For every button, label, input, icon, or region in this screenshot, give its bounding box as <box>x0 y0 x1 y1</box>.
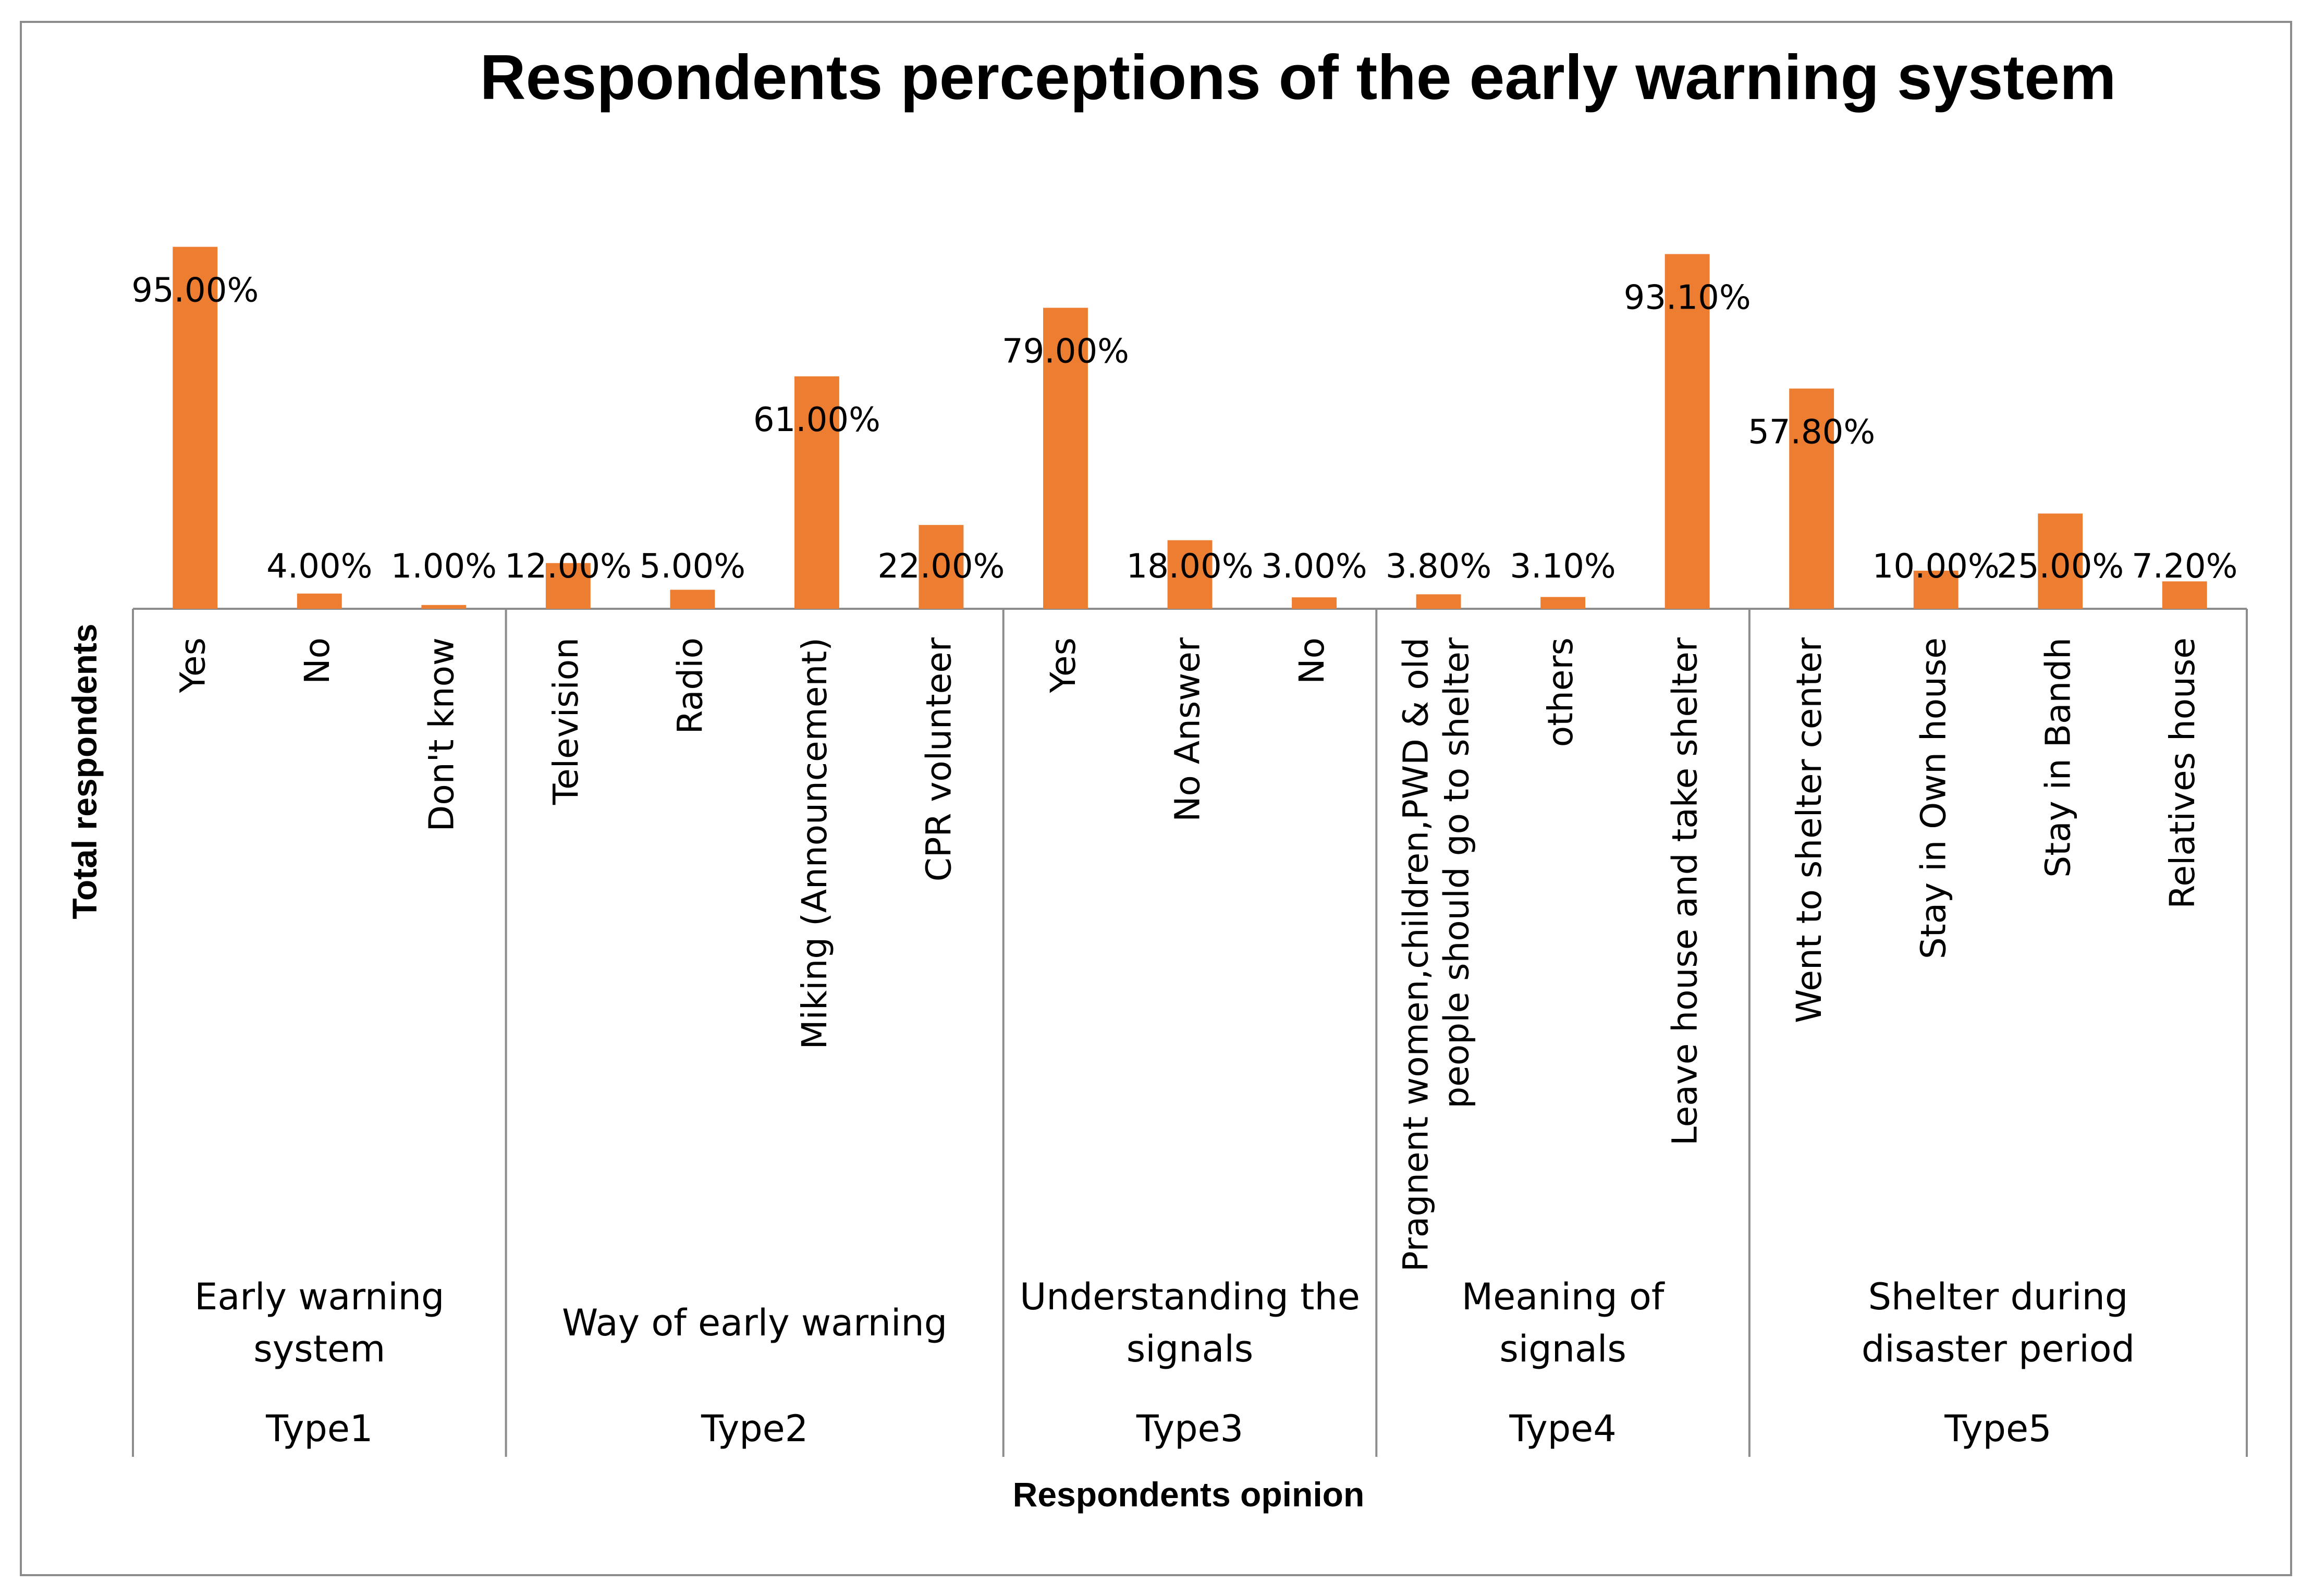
chart-title: Respondents perceptions of the early war… <box>480 42 2116 113</box>
data-label: 18.00% <box>1126 547 1253 586</box>
group-label: signals <box>1127 1328 1254 1370</box>
category-label: Stay in Bandh <box>2038 637 2078 878</box>
category-label: No <box>297 637 337 684</box>
data-label: 3.10% <box>1510 547 1616 586</box>
category-label: Yes <box>1043 637 1083 694</box>
data-label: 3.80% <box>1386 547 1491 586</box>
category-label: people should go to shelter <box>1437 637 1477 1108</box>
category-label: Yes <box>173 637 213 694</box>
data-label: 5.00% <box>640 547 745 586</box>
category-label: Television <box>546 637 586 805</box>
category-label: Don't know <box>421 637 461 831</box>
data-label: 1.00% <box>391 547 497 586</box>
bar <box>297 593 342 609</box>
bar <box>1416 594 1461 609</box>
category-label: Went to shelter center <box>1789 637 1829 1023</box>
group-label: system <box>253 1328 385 1370</box>
category-label: Leave house and take shelter <box>1665 637 1705 1146</box>
bar <box>173 247 218 609</box>
data-label: 12.00% <box>505 547 632 586</box>
bar <box>2038 513 2083 609</box>
x-axis-title: Respondents opinion <box>1013 1475 1365 1514</box>
category-label: Relatives house <box>2162 637 2202 909</box>
group-label: Way of early warning <box>562 1302 947 1344</box>
category-label: Stay in Own house <box>1914 637 1954 959</box>
group-label: Understanding the <box>1020 1275 1360 1318</box>
data-label: 61.00% <box>753 401 880 439</box>
category-label: Pragnent women,children,PWD & old <box>1396 637 1436 1272</box>
bar <box>1540 597 1586 609</box>
bar <box>421 605 467 609</box>
bar <box>1665 254 1710 609</box>
group-label: Early warning <box>194 1275 444 1318</box>
category-label: others <box>1540 637 1581 747</box>
bar <box>1913 570 1959 609</box>
bar <box>670 590 715 609</box>
data-label: 93.10% <box>1624 278 1751 317</box>
category-label: Radio <box>670 637 710 734</box>
group-label: signals <box>1499 1328 1626 1370</box>
data-label: 95.00% <box>131 272 259 310</box>
y-axis-title: Total respondents <box>65 623 104 919</box>
data-label: 10.00% <box>1873 547 2000 586</box>
data-label: 22.00% <box>877 547 1005 586</box>
chart-border <box>20 21 2292 1576</box>
data-label: 57.80% <box>1748 413 1875 451</box>
type-label: Type5 <box>1944 1407 2051 1450</box>
data-label: 79.00% <box>1002 333 1129 371</box>
category-label: Miking (Announcement) <box>794 637 835 1049</box>
category-label: No <box>1292 637 1332 684</box>
category-label: No Answer <box>1168 637 1208 822</box>
group-label: Meaning of <box>1462 1275 1665 1318</box>
group-label: Shelter during <box>1868 1275 2128 1318</box>
data-label: 4.00% <box>266 547 372 586</box>
group-label: disaster period <box>1862 1328 2135 1370</box>
data-label: 7.20% <box>2132 547 2237 586</box>
bar <box>2162 581 2207 609</box>
data-label: 25.00% <box>1997 547 2124 586</box>
type-label: Type4 <box>1509 1407 1616 1450</box>
bar <box>1167 540 1213 609</box>
type-label: Type3 <box>1136 1407 1243 1450</box>
data-label: 3.00% <box>1261 547 1367 586</box>
bar <box>919 525 964 609</box>
type-label: Type2 <box>701 1407 808 1450</box>
category-label: CPR volunteer <box>919 637 959 881</box>
bar <box>794 376 839 609</box>
bar <box>1292 597 1337 609</box>
bar <box>1789 388 1834 609</box>
bar <box>545 563 591 609</box>
type-label: Type1 <box>265 1407 373 1450</box>
bar <box>1043 308 1088 609</box>
